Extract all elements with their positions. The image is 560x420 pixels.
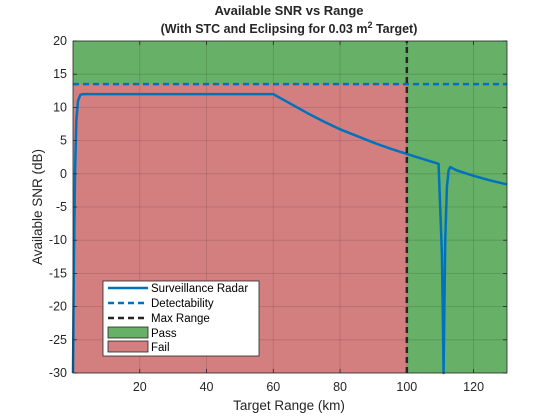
legend-pass-label: Pass — [151, 328, 177, 340]
y-tick-label: 20 — [53, 34, 67, 48]
chart-subtitle-superscript: 2 — [367, 20, 372, 30]
y-tick-label: 15 — [53, 67, 67, 81]
legend-radar-label: Surveillance Radar — [151, 283, 248, 295]
y-tick-label: -25 — [49, 333, 67, 347]
legend-fail-swatch — [107, 340, 149, 353]
chart-subtitle-main: (With STC and Eclipsing for 0.03 m — [161, 22, 368, 36]
surveillance-radar-line — [71, 92, 508, 375]
chart-subtitle-end: Target) — [372, 22, 417, 36]
x-tick-label: 60 — [266, 380, 280, 394]
x-tick-label: 100 — [396, 380, 417, 394]
legend: Surveillance Radar Detectability Max Ran… — [102, 280, 260, 357]
legend-detectability-label: Detectability — [151, 298, 214, 310]
y-tick-label: 10 — [53, 100, 67, 114]
y-tick-label: -20 — [49, 300, 67, 314]
legend-max-range-label: Max Range — [151, 313, 210, 325]
chart-title: Available SNR vs Range — [214, 3, 363, 18]
y-tick-label: 5 — [60, 134, 67, 148]
y-tick-label: -30 — [49, 366, 67, 380]
chart-subtitle: (With STC and Eclipsing for 0.03 m2 Targ… — [161, 20, 418, 36]
legend-fail-label: Fail — [151, 342, 170, 354]
x-tick-label: 40 — [200, 380, 214, 394]
y-axis-label: Available SNR (dB) — [30, 149, 45, 265]
x-tick-label: 20 — [133, 380, 147, 394]
y-tick-label: -15 — [49, 266, 67, 280]
legend-pass-swatch — [107, 326, 149, 339]
y-tick-label: -10 — [49, 233, 67, 247]
x-tick-label: 120 — [463, 380, 484, 394]
x-axis-label: Target Range (km) — [233, 398, 345, 413]
y-tick-label: 0 — [60, 167, 67, 181]
x-tick-label: 80 — [333, 380, 347, 394]
y-tick-label: -5 — [56, 200, 67, 214]
